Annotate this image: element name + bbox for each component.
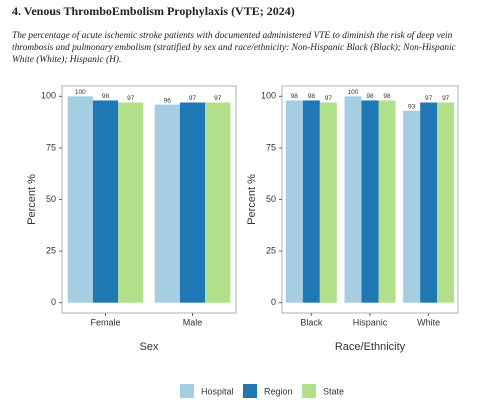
x-tick-label: Black	[300, 317, 323, 327]
bar	[154, 104, 180, 303]
bar	[118, 102, 144, 303]
data-label: 98	[383, 93, 391, 100]
bar	[378, 100, 396, 303]
data-label: 97	[127, 95, 135, 102]
bar	[205, 102, 231, 303]
bar	[319, 102, 337, 303]
y-axis-label: Percent %	[246, 174, 258, 225]
bar	[67, 96, 93, 303]
bar	[179, 102, 206, 303]
y-tick-label: 100	[41, 91, 56, 101]
data-label: 93	[408, 103, 416, 110]
y-tick-label: 25	[46, 245, 56, 255]
y-tick-label: 0	[271, 297, 276, 307]
x-axis-label: Sex	[140, 341, 159, 353]
legend-swatch	[180, 384, 194, 398]
y-tick-label: 50	[46, 194, 56, 204]
x-tick-label: Male	[183, 317, 203, 327]
data-label: 98	[308, 93, 316, 100]
data-label: 100	[75, 89, 86, 96]
y-tick-label: 75	[46, 142, 56, 152]
description: The percentage of acute ischemic stroke …	[12, 31, 456, 65]
x-tick-label: Female	[90, 317, 120, 327]
x-tick-label: Hispanic	[353, 317, 388, 327]
data-label: 97	[189, 95, 197, 102]
y-tick-label: 0	[51, 297, 56, 307]
bar	[437, 102, 455, 303]
data-label: 96	[164, 97, 172, 104]
bar	[92, 100, 119, 303]
data-label: 98	[102, 93, 110, 100]
page-title: 4. Venous ThromboEmbolism Prophylaxis (V…	[12, 4, 295, 18]
y-axis-label: Percent %	[26, 174, 38, 225]
bar	[302, 100, 320, 303]
bar	[361, 100, 379, 303]
data-label: 98	[291, 93, 299, 100]
y-tick-label: 75	[266, 142, 276, 152]
y-tick-label: 25	[266, 245, 276, 255]
legend-label: Hospital	[201, 386, 234, 396]
legend-label: Region	[264, 386, 293, 396]
data-label: 97	[425, 95, 433, 102]
legend-swatch	[302, 384, 316, 398]
bar	[344, 96, 362, 303]
data-label: 100	[348, 89, 359, 96]
legend-label: State	[323, 386, 344, 396]
x-tick-label: White	[417, 317, 440, 327]
data-label: 97	[442, 95, 450, 102]
bar	[403, 110, 421, 303]
data-label: 97	[214, 95, 222, 102]
y-tick-label: 50	[266, 194, 276, 204]
bar	[420, 102, 438, 303]
x-axis-label: Race/Ethnicity	[335, 341, 406, 353]
data-label: 98	[366, 93, 374, 100]
bar	[285, 100, 303, 303]
legend-swatch	[243, 384, 257, 398]
data-label: 97	[325, 95, 333, 102]
y-tick-label: 100	[261, 91, 276, 101]
